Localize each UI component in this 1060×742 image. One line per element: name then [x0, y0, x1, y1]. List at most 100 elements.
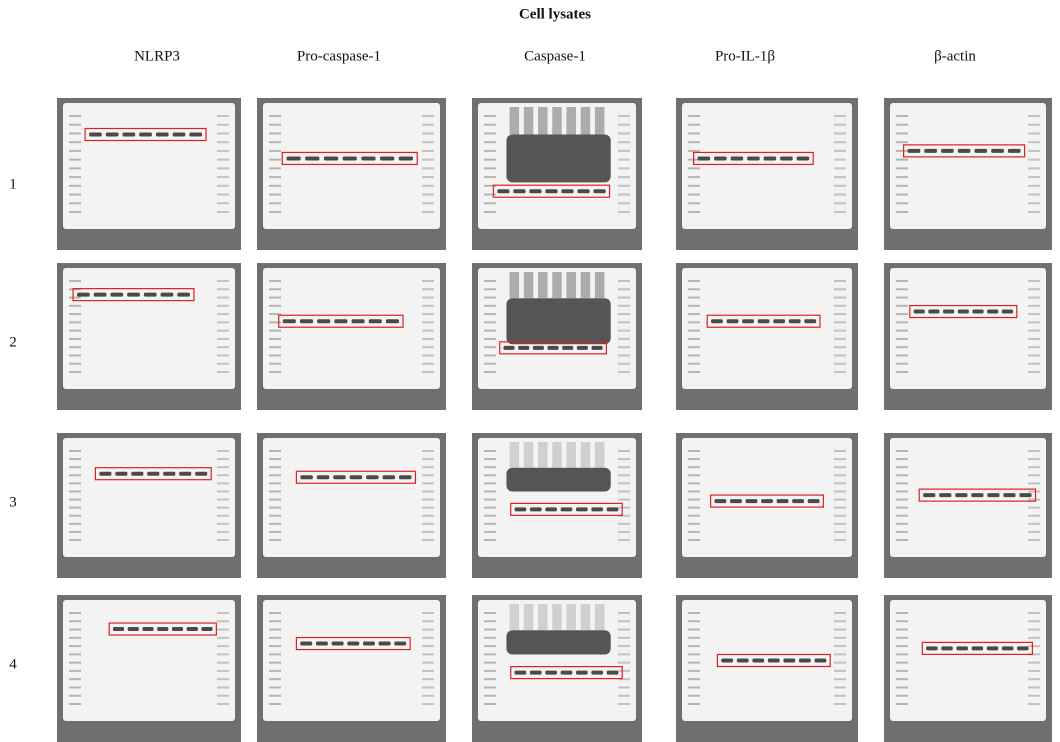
- ladder-band: [834, 482, 846, 484]
- protein-band: [161, 293, 174, 297]
- lane-streak: [552, 272, 561, 298]
- ladder-band: [618, 132, 630, 134]
- ladder-band: [896, 670, 908, 672]
- ladder-band: [1028, 490, 1040, 492]
- ladder-band: [618, 150, 630, 152]
- ladder-band: [422, 132, 434, 134]
- ladder-band: [896, 474, 908, 476]
- ladder-band: [69, 321, 81, 323]
- ladder-band: [269, 363, 281, 365]
- protein-band: [607, 507, 619, 511]
- protein-band: [955, 493, 967, 497]
- ladder-band: [422, 458, 434, 460]
- ladder-band: [217, 629, 229, 631]
- ladder-band: [69, 678, 81, 680]
- western-blot: [884, 98, 1052, 250]
- protein-band: [1017, 646, 1029, 650]
- ladder-band: [269, 695, 281, 697]
- ladder-band: [896, 280, 908, 282]
- ladder-band: [896, 637, 908, 639]
- lane-streak: [538, 272, 547, 298]
- ladder-band: [217, 482, 229, 484]
- ladder-band: [618, 313, 630, 315]
- ladder-band: [896, 450, 908, 452]
- ladder-band: [217, 176, 229, 178]
- protein-band: [106, 133, 119, 137]
- ladder-band: [618, 305, 630, 307]
- ladder-band: [269, 637, 281, 639]
- ladder-band: [834, 363, 846, 365]
- ladder-band: [269, 515, 281, 517]
- protein-band: [780, 156, 793, 160]
- ladder-band: [834, 703, 846, 705]
- ladder-band: [217, 653, 229, 655]
- protein-band: [163, 472, 175, 476]
- lane-streak: [538, 604, 547, 630]
- ladder-band: [269, 305, 281, 307]
- membrane: [263, 600, 440, 721]
- ladder-band: [834, 371, 846, 373]
- protein-band: [515, 507, 527, 511]
- protein-band: [593, 189, 605, 193]
- ladder-band: [484, 167, 496, 169]
- ladder-band: [269, 338, 281, 340]
- ladder-band: [1028, 141, 1040, 143]
- ladder-band: [1028, 288, 1040, 290]
- ladder-band: [269, 176, 281, 178]
- ladder-band: [422, 531, 434, 533]
- protein-band: [317, 475, 329, 479]
- ladder-band: [618, 670, 630, 672]
- ladder-band: [484, 354, 496, 356]
- ladder-band: [834, 670, 846, 672]
- ladder-band: [896, 539, 908, 541]
- protein-band: [561, 507, 573, 511]
- ladder-band: [217, 346, 229, 348]
- protein-band: [924, 149, 937, 153]
- ladder-band: [688, 313, 700, 315]
- ladder-band: [69, 645, 81, 647]
- lane-streak: [510, 442, 519, 468]
- ladder-band: [896, 620, 908, 622]
- ladder-band: [896, 458, 908, 460]
- ladder-band: [484, 523, 496, 525]
- ladder-band: [618, 211, 630, 213]
- ladder-band: [1028, 466, 1040, 468]
- ladder-band: [484, 115, 496, 117]
- ladder-band: [618, 637, 630, 639]
- ladder-band: [69, 450, 81, 452]
- protein-band: [711, 319, 723, 323]
- ladder-band: [69, 653, 81, 655]
- ladder-band: [834, 499, 846, 501]
- ladder-band: [1028, 167, 1040, 169]
- protein-band: [399, 475, 411, 479]
- dark-band-region: [506, 135, 610, 183]
- ladder-band: [834, 474, 846, 476]
- ladder-band: [896, 653, 908, 655]
- protein-band: [792, 499, 804, 503]
- membrane: [682, 438, 852, 557]
- ladder-band: [618, 620, 630, 622]
- western-blot: [472, 263, 642, 410]
- ladder-band: [69, 620, 81, 622]
- ladder-band: [422, 305, 434, 307]
- ladder-band: [618, 499, 630, 501]
- ladder-band: [834, 515, 846, 517]
- ladder-band: [484, 703, 496, 705]
- ladder-band: [484, 499, 496, 501]
- western-blot: [472, 595, 642, 742]
- protein-band: [300, 319, 313, 323]
- lane-streak: [581, 604, 590, 630]
- ladder-band: [269, 211, 281, 213]
- ladder-band: [69, 466, 81, 468]
- protein-band: [804, 319, 816, 323]
- ladder-band: [217, 159, 229, 161]
- lane-streak: [566, 442, 575, 468]
- ladder-band: [834, 653, 846, 655]
- ladder-band: [269, 507, 281, 509]
- ladder-band: [422, 539, 434, 541]
- ladder-band: [269, 612, 281, 614]
- protein-band: [123, 133, 136, 137]
- ladder-band: [688, 670, 700, 672]
- ladder-band: [422, 515, 434, 517]
- lane-streak: [566, 272, 575, 298]
